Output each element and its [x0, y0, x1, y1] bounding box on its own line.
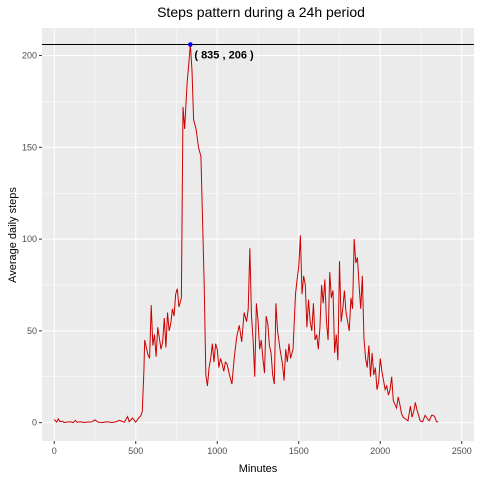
steps-line — [53, 44, 439, 424]
x-axis: 0 500 1000 1500 2000 2500 — [52, 441, 472, 456]
x-tick-label: 1500 — [289, 446, 309, 456]
y-axis: 0 50 100 150 200 — [22, 51, 42, 428]
y-tick-label: 0 — [32, 418, 37, 428]
x-tick-label: 500 — [128, 446, 143, 456]
max-point-marker — [188, 42, 193, 47]
x-tick-label: 2000 — [370, 446, 390, 456]
x-tick-label: 2500 — [452, 446, 472, 456]
x-tick-label: 0 — [52, 446, 57, 456]
x-axis-title: Minutes — [239, 463, 278, 475]
y-tick-label: 150 — [22, 142, 37, 152]
minor-gridlines — [42, 28, 474, 441]
x-tick-label: 1000 — [207, 446, 227, 456]
chart-title: Steps pattern during a 24h period — [157, 4, 365, 20]
y-tick-label: 50 — [27, 326, 37, 336]
y-tick-label: 100 — [22, 234, 37, 244]
max-point-label: ( 835 , 206 ) — [194, 50, 254, 62]
y-axis-title: Average daily steps — [7, 187, 19, 283]
y-tick-label: 200 — [22, 51, 37, 61]
major-gridlines — [42, 28, 474, 441]
